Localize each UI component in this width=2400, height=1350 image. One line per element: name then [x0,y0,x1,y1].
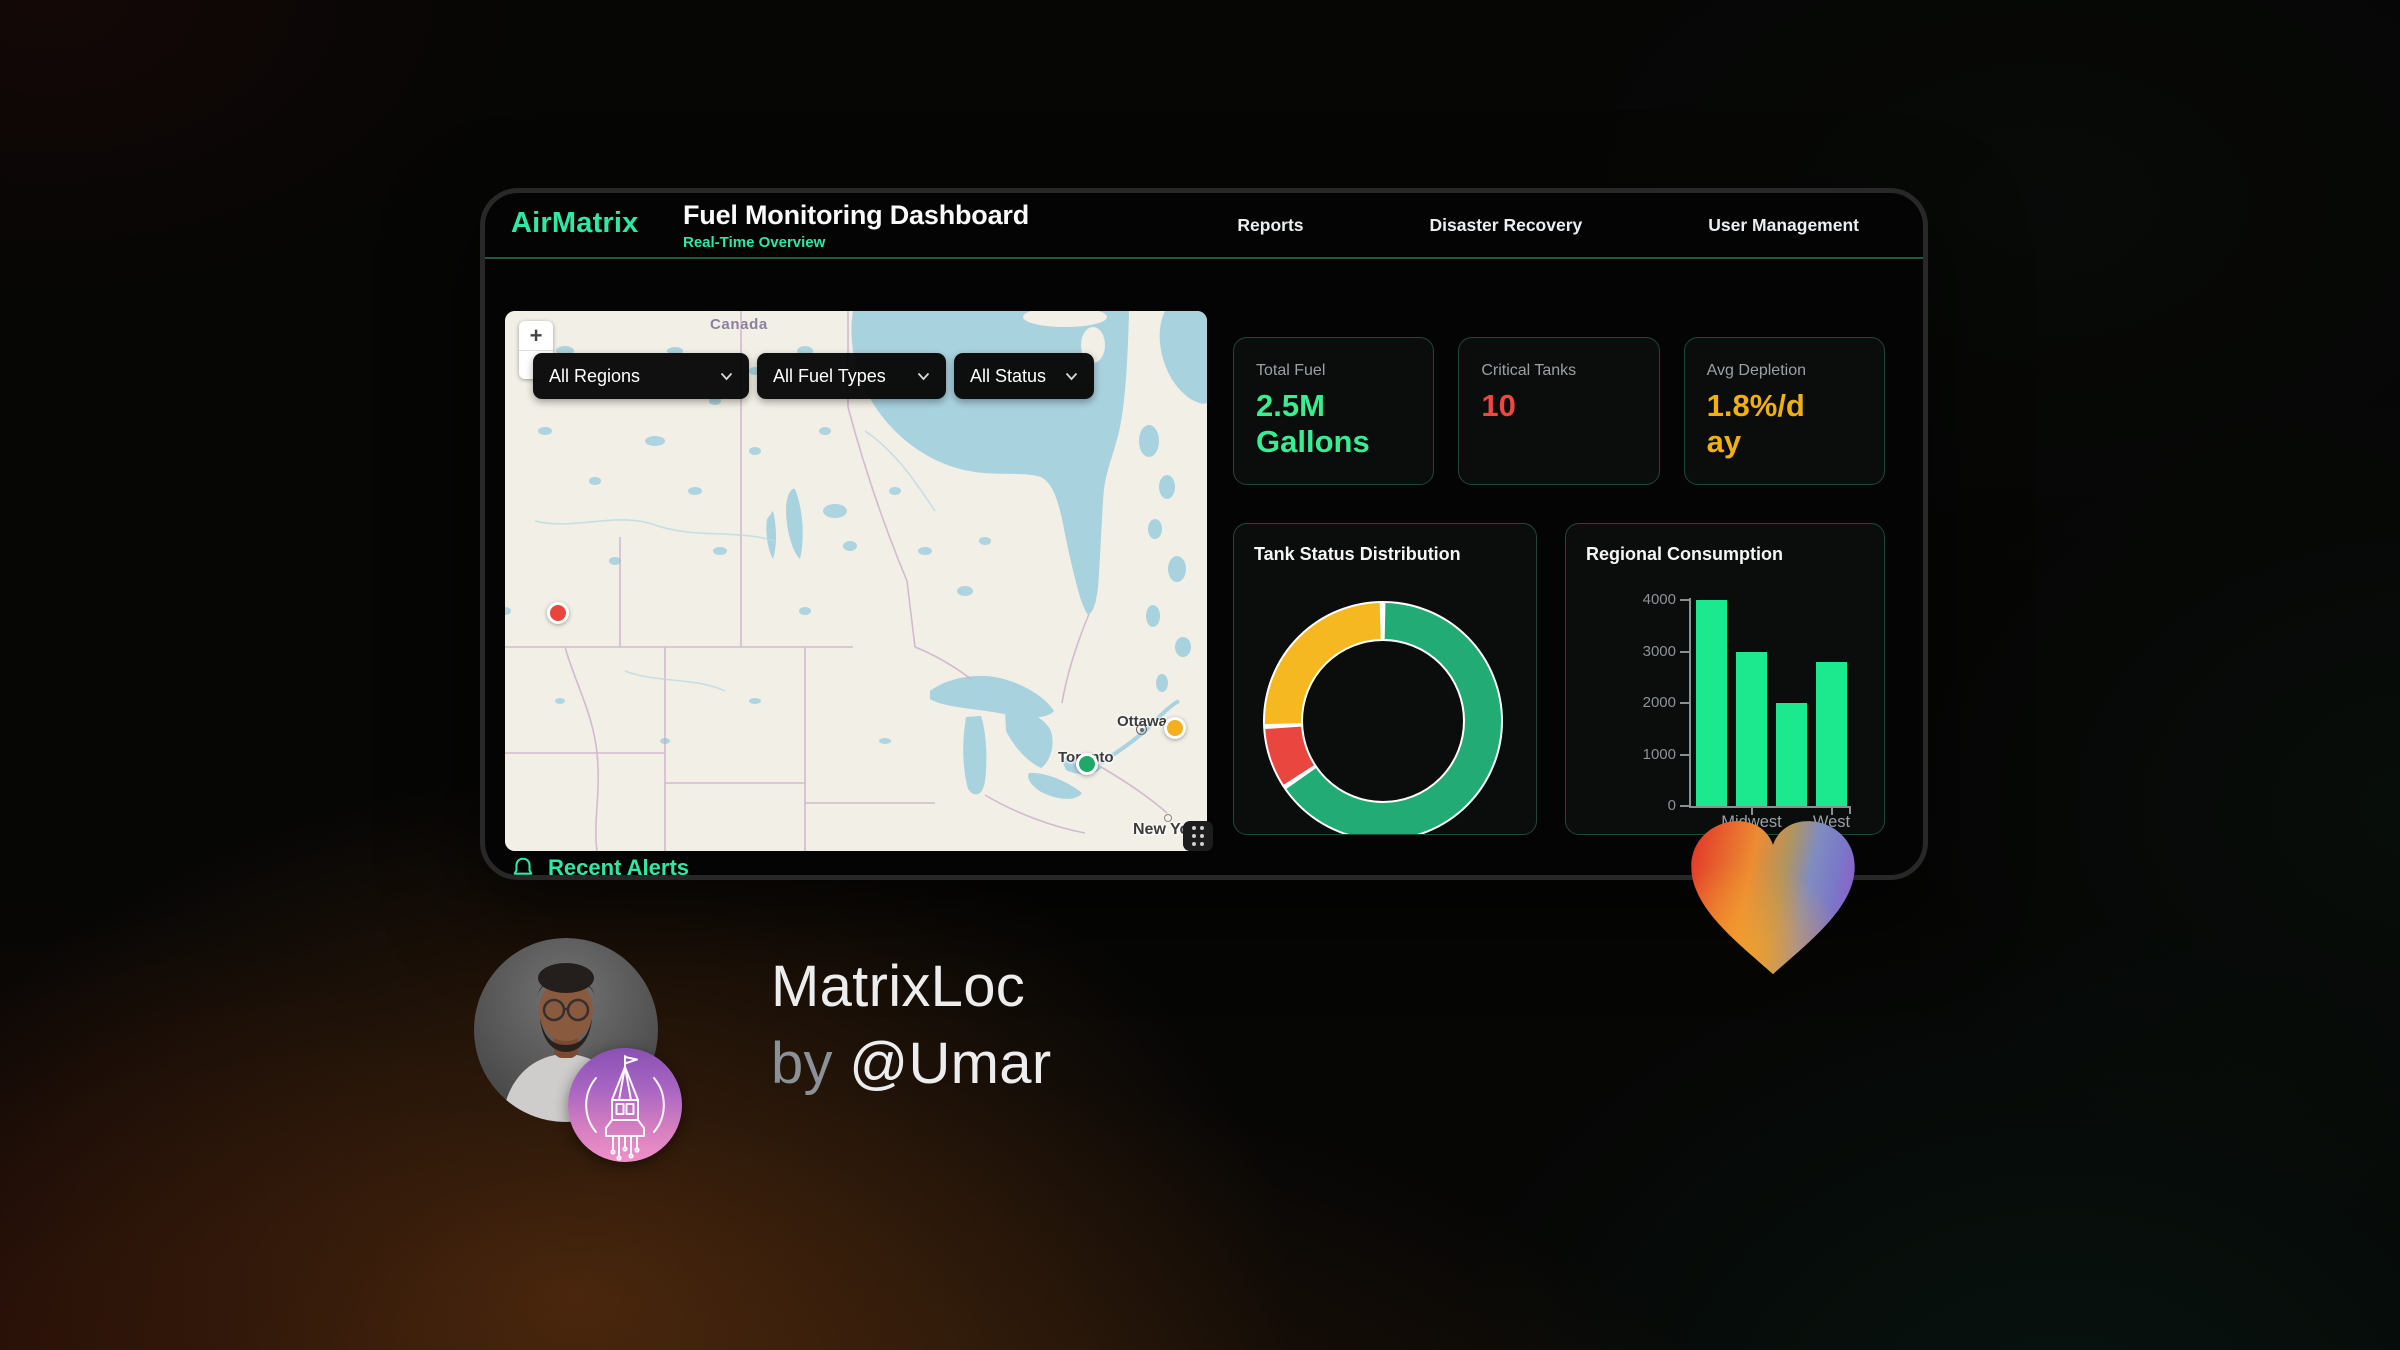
tank-marker-0[interactable] [547,602,569,624]
nav-item-reports[interactable]: Reports [1237,214,1304,235]
fuel-type-filter-value: All Fuel Types [773,365,886,386]
doughnut-segment-green [1265,603,1501,834]
map-geography [505,311,1207,851]
map-resize-handle[interactable] [1183,821,1213,851]
region-filter-dropdown[interactable]: All Regions [533,353,749,399]
tank-marker-1[interactable] [1164,717,1186,739]
x-tick-mark [1750,808,1753,815]
y-tick-mark [1680,702,1689,704]
y-tick-label: 1000 [1642,745,1676,763]
app-header: AirMatrix Fuel Monitoring Dashboard Real… [485,193,1923,257]
bell-icon [513,857,533,875]
zoom-in-button[interactable]: + [519,321,553,351]
credit-byline: by @Umar [771,1025,1051,1102]
stat-card-avg-depletion: Avg Depletion 1.8%/day [1683,337,1885,485]
doughnut-segment-yellow [1265,603,1501,834]
regional-consumption-chart-card: Regional Consumption 0 1000 2000 3000 4000 Mi… [1565,523,1885,835]
stat-value: 10 [1481,388,1516,423]
chevron-down-icon [917,372,930,380]
tank-marker-2[interactable] [1076,753,1098,775]
x-axis-end-tick [1849,806,1851,814]
tank-status-chart-card: Tank Status Distribution [1233,523,1537,835]
stats-row: Total Fuel 2.5M Gallons Critical Tanks 1… [1233,337,1885,485]
chevron-down-icon [1065,372,1078,380]
new-york-town-icon [1164,814,1172,822]
charts-row: Tank Status Distribution Regional Consum… [1233,523,1885,835]
header-divider [485,257,1923,259]
page-subtitle: Real-Time Overview [683,234,826,251]
stat-value: 1.8%/day [1706,388,1805,459]
status-filter-value: All Status [970,365,1047,386]
bar-2 [1776,703,1807,806]
map-label-ottawa: Ottawa [1117,713,1168,730]
y-tick-label: 0 [1667,797,1676,814]
y-tick-mark [1680,753,1689,756]
nav-item-disaster-recovery[interactable]: Disaster Recovery [1429,214,1583,235]
region-filter-value: All Regions [549,365,641,386]
chart-title: Tank Status Distribution [1254,544,1461,564]
credit-text: MatrixLoc by @Umar [771,948,1051,1102]
clock-tower-icon [585,1055,665,1161]
y-tick-mark [1680,599,1689,601]
page-title: Fuel Monitoring Dashboard [683,200,1029,230]
y-tick-label: 3000 [1642,642,1676,660]
y-tick-mark [1680,650,1689,653]
y-axis [1689,598,1691,808]
stat-label: Avg Depletion [1706,362,1806,379]
y-tick-label: 2000 [1642,694,1676,711]
top-nav: Reports Disaster Recovery User Managemen… [1237,193,1859,257]
y-tick-label: 4000 [1642,591,1676,608]
credit-by: by [771,1031,850,1096]
x-tick-mark [1830,808,1833,815]
ottawa-town-icon [1136,724,1147,735]
fuel-type-filter-dropdown[interactable]: All Fuel Types [757,353,946,399]
x-axis [1689,806,1851,808]
recent-alerts-section: Recent Alerts [511,855,690,880]
stat-card-total-fuel: Total Fuel 2.5M Gallons [1233,337,1435,485]
chevron-down-icon [720,372,733,380]
chart-title: Regional Consumption [1586,544,1783,564]
doughnut-chart [1263,601,1503,834]
stat-card-critical-tanks: Critical Tanks 10 [1458,337,1660,485]
recent-alerts-title: Recent Alerts [548,855,690,880]
stat-label: Critical Tanks [1481,362,1577,379]
status-filter-dropdown[interactable]: All Status [954,353,1094,399]
map-label-canada: Canada [710,316,768,333]
title-block: Fuel Monitoring Dashboard Real-Time Over… [683,200,1029,251]
y-tick-mark [1680,805,1689,807]
credit-app-name: MatrixLoc [771,954,1026,1019]
stat-label: Total Fuel [1256,362,1326,379]
app-logo: AirMatrix [511,207,639,239]
stat-value: 2.5M Gallons [1256,388,1370,459]
bar-1 [1736,651,1767,806]
tower-badge [568,1048,682,1162]
fuel-map[interactable]: Canada Ottawa Toronto New York + All Reg… [505,311,1207,851]
credit-author: @Umar [849,1031,1052,1096]
map-filters: All Regions All Fuel Types All Status [533,353,1094,399]
dashboard-window: AirMatrix Fuel Monitoring Dashboard Real… [480,188,1928,880]
bar-3 [1816,661,1847,806]
bar-0 [1696,600,1727,806]
heart-icon [1691,821,1855,975]
avatar [474,938,658,1122]
bar-chart: 0 1000 2000 3000 4000 Midwest West [1566,524,1884,834]
nav-item-user-management[interactable]: User Management [1708,214,1859,235]
